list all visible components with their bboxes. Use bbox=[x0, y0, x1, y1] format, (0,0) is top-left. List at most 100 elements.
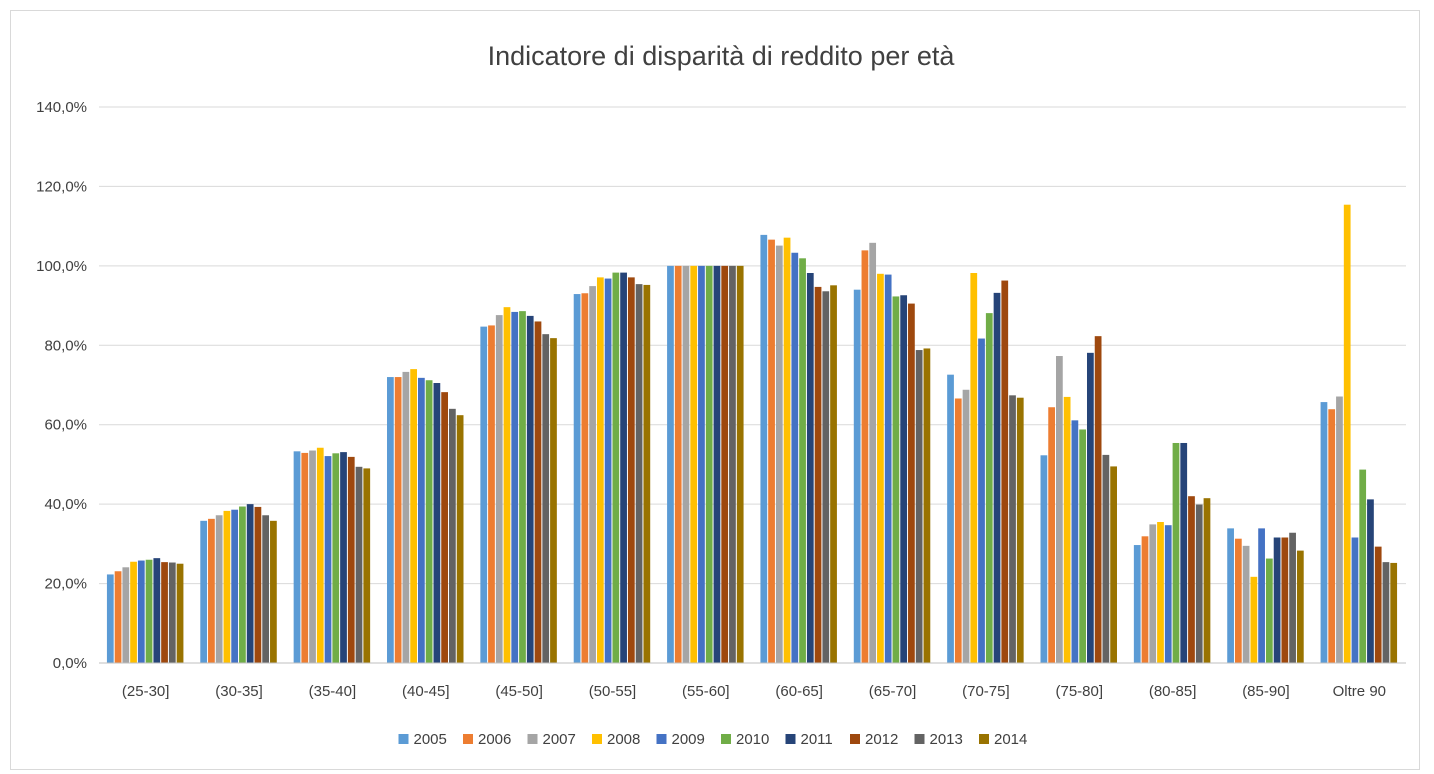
x-tick-label: (50-55] bbox=[589, 683, 637, 700]
bar bbox=[1141, 536, 1149, 663]
bar bbox=[153, 558, 161, 663]
x-tick-label: (55-60] bbox=[682, 683, 730, 700]
bar bbox=[254, 506, 262, 663]
legend-swatch bbox=[463, 734, 473, 744]
y-tick-label: 40,0% bbox=[44, 496, 87, 513]
bar bbox=[456, 415, 464, 663]
x-tick-label: (75-80] bbox=[1055, 683, 1103, 700]
bar bbox=[1265, 558, 1273, 663]
bar bbox=[231, 509, 239, 663]
gridlines bbox=[99, 106, 1406, 585]
bar bbox=[791, 252, 799, 663]
bar bbox=[643, 284, 651, 663]
y-tick-label: 60,0% bbox=[44, 417, 87, 434]
bar bbox=[915, 350, 923, 663]
legend-swatch bbox=[592, 734, 602, 744]
chart-container: Indicatore di disparità di reddito per e… bbox=[10, 10, 1420, 770]
legend-label: 2008 bbox=[607, 731, 640, 748]
bar bbox=[1281, 537, 1289, 663]
bar bbox=[176, 563, 184, 663]
bar bbox=[1367, 499, 1374, 663]
y-tick-label: 0,0% bbox=[53, 655, 87, 672]
bar bbox=[1110, 466, 1117, 663]
x-tick-label: (85-90] bbox=[1242, 683, 1290, 700]
bar bbox=[705, 265, 713, 663]
bar bbox=[309, 450, 316, 663]
bar bbox=[830, 285, 837, 663]
bar bbox=[270, 520, 277, 663]
bar bbox=[448, 408, 456, 663]
bar-chart: Indicatore di disparità di reddito per e… bbox=[36, 41, 1406, 748]
bar bbox=[635, 284, 643, 663]
bar bbox=[1094, 336, 1102, 663]
bar bbox=[954, 398, 962, 663]
series-2007 bbox=[122, 242, 1343, 664]
bar bbox=[822, 291, 830, 663]
bar bbox=[114, 571, 122, 663]
bar bbox=[200, 520, 208, 663]
bar bbox=[1172, 442, 1180, 663]
bar bbox=[550, 338, 557, 663]
bar bbox=[1343, 204, 1351, 663]
bar bbox=[853, 289, 861, 663]
bar bbox=[1273, 537, 1281, 663]
y-tick-label: 120,0% bbox=[36, 178, 87, 195]
bar bbox=[970, 273, 978, 663]
bar bbox=[674, 265, 682, 663]
y-axis-ticks: 0,0% 20,0% 40,0% 60,0% 80,0% 100,0% 120,0% 140,… bbox=[36, 99, 87, 672]
bar bbox=[1009, 395, 1016, 663]
bar bbox=[239, 506, 246, 663]
legend-swatch bbox=[527, 734, 538, 744]
bar bbox=[332, 453, 340, 663]
series-2005 bbox=[106, 234, 1328, 663]
bar bbox=[1374, 546, 1382, 663]
bar bbox=[1071, 420, 1079, 663]
bar bbox=[168, 562, 176, 663]
bar bbox=[768, 239, 775, 663]
bar bbox=[760, 234, 768, 663]
bar bbox=[1336, 396, 1343, 663]
bar bbox=[316, 447, 324, 663]
bar bbox=[1258, 528, 1265, 663]
legend-label: 2005 bbox=[414, 731, 447, 748]
bar bbox=[620, 272, 627, 663]
bar bbox=[993, 292, 1001, 663]
bar bbox=[355, 466, 363, 663]
bar bbox=[519, 311, 526, 663]
bar bbox=[690, 265, 698, 663]
y-tick-label: 20,0% bbox=[44, 576, 87, 593]
bar bbox=[1203, 498, 1211, 663]
bar bbox=[1001, 280, 1009, 663]
bar bbox=[418, 377, 425, 663]
legend-swatch bbox=[656, 734, 667, 744]
bar bbox=[985, 313, 993, 663]
bar bbox=[908, 303, 915, 663]
chart-title: Indicatore di disparità di reddito per e… bbox=[488, 41, 956, 71]
legend-swatch bbox=[785, 734, 796, 744]
bar bbox=[682, 265, 690, 663]
bar bbox=[869, 242, 877, 663]
bar bbox=[534, 321, 542, 663]
bar bbox=[340, 452, 347, 663]
x-tick-label: (80-85] bbox=[1149, 683, 1197, 700]
legend-label: 2014 bbox=[994, 731, 1027, 748]
bar bbox=[246, 504, 254, 663]
bar bbox=[1157, 522, 1164, 663]
bar bbox=[1063, 396, 1071, 663]
x-axis-ticks: (25-30] (30-35] (35-40] (40-45] (45-50] (50-5… bbox=[122, 683, 1386, 700]
legend: 2005 2006 2007 2008 2009 2010 2011 2012 2013 2014 bbox=[398, 731, 1027, 748]
bar bbox=[698, 265, 705, 663]
y-tick-label: 80,0% bbox=[44, 337, 87, 354]
bar bbox=[363, 468, 371, 663]
bar bbox=[573, 294, 581, 663]
x-tick-label: (70-75] bbox=[962, 683, 1010, 700]
bar bbox=[604, 278, 612, 663]
bar bbox=[799, 258, 806, 663]
x-tick-label: (45-50] bbox=[495, 683, 543, 700]
legend-swatch bbox=[850, 734, 860, 744]
bar bbox=[1390, 562, 1398, 663]
bar bbox=[425, 380, 433, 663]
legend-label: 2007 bbox=[543, 731, 576, 748]
bar bbox=[884, 274, 892, 663]
x-tick-label: (65-70] bbox=[869, 683, 917, 700]
